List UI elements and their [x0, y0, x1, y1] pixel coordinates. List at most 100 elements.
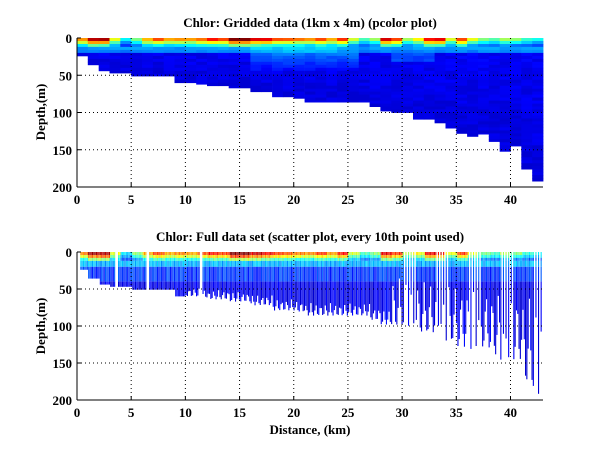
pcolor-cell: [532, 178, 544, 182]
pcolor-cell: [174, 61, 186, 66]
scatter-point: [380, 281, 382, 325]
scatter-point: [305, 260, 307, 267]
pcolor-cell: [467, 115, 479, 119]
pcolor-cell: [163, 70, 175, 75]
scatter-point: [153, 281, 155, 290]
pcolor-cell: [120, 46, 132, 51]
scatter-point: [145, 255, 147, 258]
pcolor-cell: [369, 58, 381, 63]
pcolor-cell: [532, 121, 544, 125]
scatter-point: [486, 260, 488, 267]
pcolor-cell: [152, 67, 165, 72]
scatter-point: [513, 281, 515, 360]
pcolor-cell: [434, 91, 446, 95]
scatter-point: [328, 281, 330, 313]
scatter-point: [257, 252, 259, 255]
scatter-point: [493, 257, 495, 261]
scatter-point: [519, 255, 521, 258]
scatter-point: [378, 252, 380, 255]
scatter-point: [307, 281, 309, 316]
scatter-point: [258, 266, 260, 282]
scatter-point: [505, 252, 507, 255]
pcolor-cell: [456, 97, 468, 101]
pcolor-cell: [521, 76, 533, 81]
scatter-point: [127, 257, 129, 261]
scatter-point: [495, 281, 497, 355]
scatter-point: [518, 257, 520, 261]
scatter-point: [408, 281, 410, 326]
scatter-point: [540, 257, 542, 261]
pcolor-cell: [402, 41, 414, 45]
scatter-point: [253, 255, 255, 258]
pcolor-cell: [142, 55, 154, 60]
pcolor-cell: [532, 103, 544, 107]
scatter-point: [502, 257, 504, 261]
scatter-point: [140, 281, 142, 290]
pcolor-cell: [369, 100, 381, 104]
scatter-point: [528, 257, 530, 261]
pcolor-cell: [207, 70, 219, 75]
scatter-point: [310, 281, 312, 304]
scatter-point: [488, 260, 490, 267]
scatter-point: [270, 255, 272, 258]
pcolor-cell: [304, 91, 316, 95]
scatter-point: [107, 255, 109, 258]
scatter-point: [263, 257, 265, 261]
scatter-point: [103, 252, 105, 255]
scatter-point: [157, 255, 159, 258]
scatter-points: [80, 252, 542, 394]
scatter-point: [440, 260, 442, 267]
pcolor-cell: [402, 79, 414, 84]
pcolor-cell: [402, 103, 414, 107]
pcolor-cell: [315, 100, 327, 103]
scatter-point: [177, 266, 179, 282]
pcolor-cell: [488, 100, 500, 104]
scatter-point: [228, 252, 230, 255]
scatter-point: [376, 255, 378, 258]
pcolor-cell: [250, 73, 262, 78]
scatter-point: [214, 260, 216, 267]
pcolor-cell: [434, 76, 446, 81]
scatter-point: [382, 257, 384, 261]
pcolor-cell: [282, 94, 295, 98]
scatter-point: [350, 266, 352, 282]
scatter-point: [228, 257, 230, 261]
scatter-point: [522, 255, 524, 258]
pcolor-cell: [326, 91, 338, 95]
pcolor-cell: [98, 67, 110, 72]
scatter-point: [313, 266, 315, 282]
pcolor-cell: [445, 41, 457, 45]
scatter-point: [499, 260, 501, 267]
scatter-point: [219, 257, 221, 261]
scatter-point: [175, 281, 177, 297]
scatter-point: [497, 260, 499, 267]
scatter-point: [375, 257, 377, 261]
scatter-point: [192, 252, 194, 255]
scatter-point: [268, 257, 270, 261]
pcolor-cell: [131, 55, 143, 60]
scatter-point: [160, 257, 162, 261]
scatter-point: [410, 257, 412, 261]
pcolor-cell: [142, 52, 154, 57]
scatter-point: [266, 260, 268, 267]
scatter-point: [212, 252, 214, 255]
pcolor-cell: [369, 76, 381, 81]
scatter-point: [473, 281, 475, 292]
scatter-point: [379, 266, 381, 282]
scatter-point: [119, 257, 121, 261]
scatter-point: [535, 255, 537, 258]
scatter-point: [313, 252, 315, 255]
scatter-point: [513, 255, 515, 258]
scatter-point: [172, 281, 174, 290]
scatter-point: [492, 252, 494, 255]
scatter-point: [358, 257, 360, 261]
scatter-point: [151, 260, 153, 267]
scatter-point: [456, 252, 458, 255]
scatter-point: [508, 266, 510, 282]
scatter-point: [188, 266, 190, 282]
pcolor-cell: [521, 133, 533, 137]
pcolor-cell: [152, 49, 165, 54]
scatter-point: [505, 260, 507, 267]
pcolor-cell: [337, 97, 349, 101]
scatter-point: [480, 260, 482, 267]
